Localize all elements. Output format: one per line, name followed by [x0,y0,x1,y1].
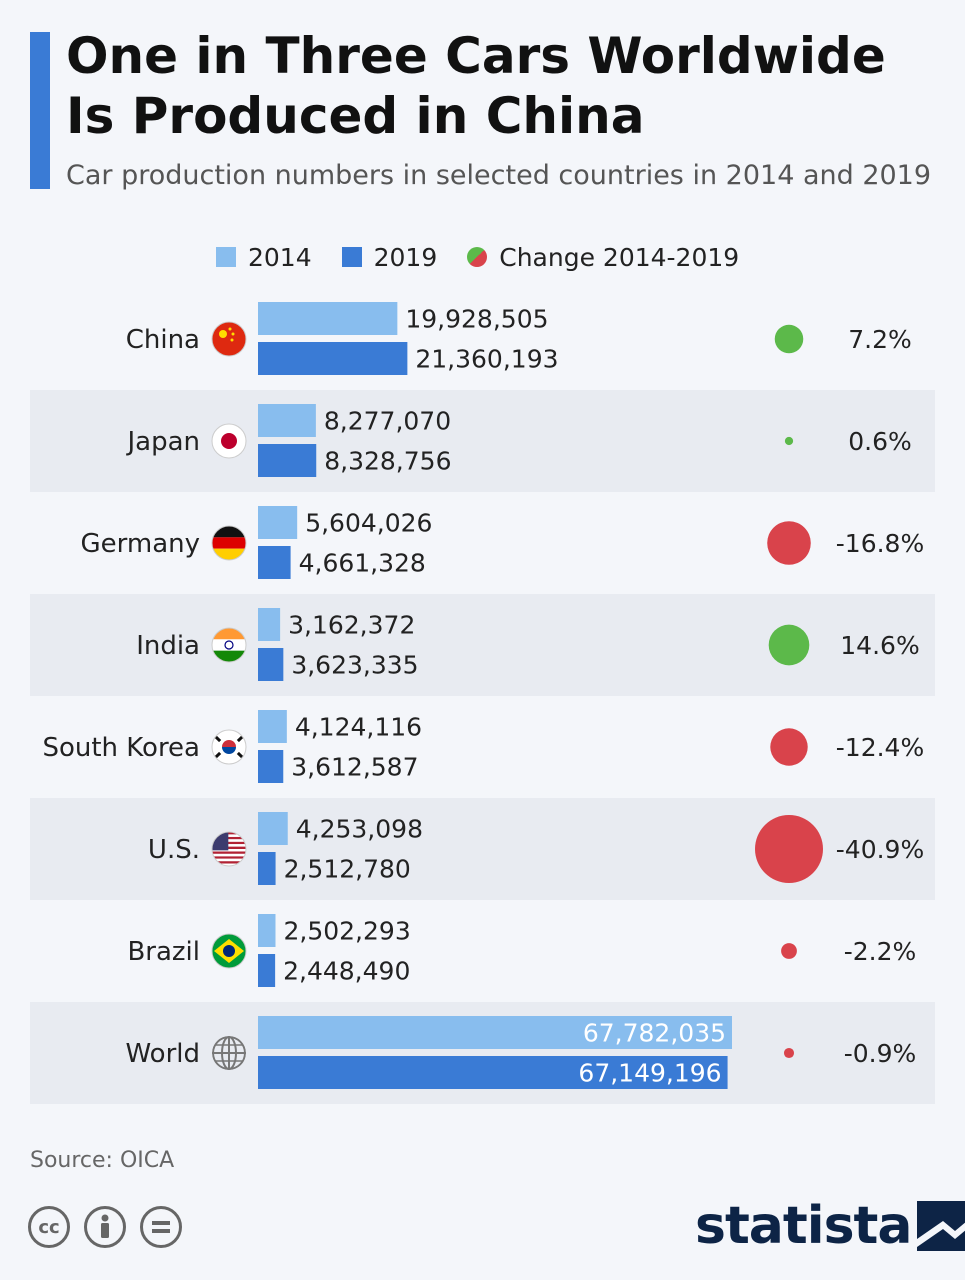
value-label-2014-india: 3,162,372 [288,611,415,640]
change-circle-japan [784,436,794,446]
change-label-china: 7.2% [848,325,912,354]
bar-2019-brazil [258,954,276,987]
row-south-korea: South Korea 4,124,116 3,612,587 -12.4% [42,710,924,783]
category-label-brazil: Brazil [127,937,200,967]
change-label-japan: 0.6% [848,427,912,456]
chart-subtitle: Car production numbers in selected count… [66,160,932,191]
legend-swatch-2014 [216,247,236,267]
title-line-1: One in Three Cars Worldwide [66,27,886,85]
title-line-2: Is Produced in China [66,87,645,145]
value-label-2014-u-s: 4,253,098 [296,815,423,844]
change-label-india: 14.6% [840,631,919,660]
bar-2014-china [258,302,398,335]
change-label-germany: -16.8% [836,529,924,558]
bar-2019-south-korea [258,750,284,783]
row-brazil: Brazil 2,502,293 2,448,490 -2.2% [127,914,916,987]
category-label-world: World [125,1039,200,1069]
value-label-2014-germany: 5,604,026 [305,509,432,538]
change-circle-india [768,624,810,666]
value-label-2019-u-s: 2,512,780 [284,855,411,884]
value-label-2019-south-korea: 3,612,587 [291,753,418,782]
chart-title: One in Three Cars Worldwide Is Produced … [66,26,946,146]
nd-icon[interactable] [140,1206,182,1248]
flag-brazil-icon [211,933,247,969]
value-label-2019-japan: 8,328,756 [324,447,451,476]
flag-us-icon [211,831,247,867]
category-label-south-korea: South Korea [42,733,200,763]
value-label-2019-china: 21,360,193 [415,345,558,374]
value-label-2019-germany: 4,661,328 [299,549,426,578]
cc-icon[interactable]: cc [28,1206,70,1248]
value-label-2014-brazil: 2,502,293 [283,917,410,946]
license-icons: cc [28,1206,196,1248]
value-label-2014-world: 67,782,035 [583,1019,726,1048]
legend-swatch-change [467,247,488,267]
bar-2014-brazil [258,914,276,947]
change-circle-world [783,1047,795,1059]
row-china: China 19,928,505 21,360,193 7.2% [126,302,912,375]
legend-label-2019: 2019 [373,242,438,272]
source-note: Source: OICA [30,1148,175,1173]
value-label-2014-japan: 8,277,070 [324,407,451,436]
legend-swatch-2019 [341,247,362,267]
logo-text: statista [695,1196,912,1256]
change-label-south-korea: -12.4% [836,733,924,762]
logo-mark-icon [917,1201,965,1251]
legend-label-change: Change 2014-2019 [499,242,740,272]
by-icon[interactable] [84,1206,126,1248]
bar-2014-u-s [258,812,288,845]
flag-south-korea-icon [211,729,247,765]
statista-logo[interactable]: statista [695,1196,965,1256]
flag-germany-icon [211,525,247,561]
category-label-india: India [136,631,200,661]
globe-icon [212,1036,246,1070]
row-germany: Germany 5,604,026 4,661,328 -16.8% [80,506,924,579]
bar-2019-u-s [258,852,276,885]
change-circle-china [774,324,804,354]
value-label-2014-south-korea: 4,124,116 [295,713,422,742]
value-label-2019-brazil: 2,448,490 [283,957,410,986]
category-label-germany: Germany [80,529,200,559]
flag-india-icon [211,627,247,663]
bar-2019-china [258,342,408,375]
flag-japan-icon [211,423,247,459]
change-label-world: -0.9% [844,1039,917,1068]
change-circle-brazil [781,943,797,959]
flag-china-icon [211,321,247,357]
legend-label-2014: 2014 [248,242,312,272]
category-label-u-s: U.S. [148,835,200,865]
change-label-u-s: -40.9% [836,835,924,864]
bar-2019-japan [258,444,317,477]
legend: 2014 2019 Change 2014-2019 [216,240,769,274]
legend-item-2014: 2014 [216,243,312,272]
change-circle-germany [767,521,811,565]
bar-2014-germany [258,506,298,539]
legend-item-2019: 2019 [341,242,438,272]
bar-2019-world [258,1056,728,1089]
bar-2019-india [258,648,284,681]
change-label-brazil: -2.2% [844,937,917,966]
change-circle-south-korea [770,728,808,766]
bar-2014-world [258,1016,732,1049]
value-label-2014-china: 19,928,505 [405,305,548,334]
bar-2014-south-korea [258,710,287,743]
row-india: India 3,162,372 3,623,335 14.6% [30,594,935,696]
title-accent-bar [30,32,50,189]
value-label-2019-india: 3,623,335 [291,651,418,680]
row-u-s: U.S. 4,253,098 2,512,780 -40.9% [30,798,935,900]
bar-2014-japan [258,404,316,437]
value-label-2019-world: 67,149,196 [578,1059,721,1088]
change-circle-u-s [755,815,823,883]
row-world: World 67,782,035 67,149,196 -0.9% [30,1002,935,1104]
legend-item-change: Change 2014-2019 [467,243,739,272]
category-label-china: China [126,325,200,355]
bar-2014-india [258,608,281,641]
row-japan: Japan 8,277,070 8,328,756 0.6% [30,390,935,492]
row-stripe-japan [30,390,935,492]
category-label-japan: Japan [125,427,200,457]
bar-2019-germany [258,546,291,579]
